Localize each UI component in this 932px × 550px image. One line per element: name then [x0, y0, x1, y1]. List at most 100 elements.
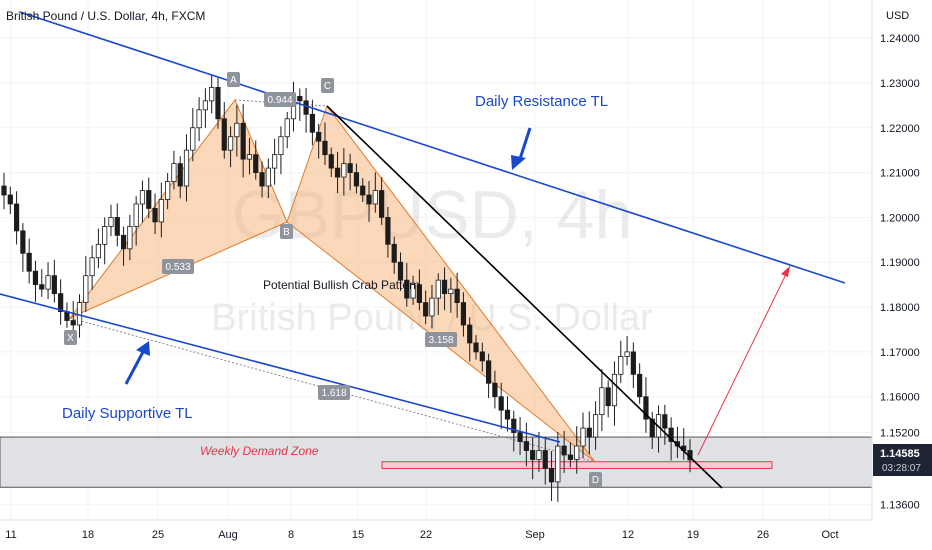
current-price-badge: 1.14585 03:28:07	[873, 444, 932, 476]
candle-body	[605, 387, 611, 407]
candle-body	[492, 382, 498, 398]
time-axis[interactable]	[0, 520, 932, 550]
price-tick-label: 1.13600	[880, 499, 920, 511]
svg-text:0.533: 0.533	[165, 262, 190, 273]
candle-body	[467, 324, 473, 344]
price-tick-label: 1.24000	[880, 33, 920, 45]
candle-body	[649, 418, 655, 438]
target-projection-line[interactable]	[697, 265, 791, 456]
point-x-label: X	[64, 330, 77, 345]
candle-body	[165, 181, 171, 200]
black-trendline[interactable]	[326, 105, 723, 489]
candle-body	[303, 100, 309, 115]
candle-body	[366, 194, 372, 205]
candle-body	[404, 279, 410, 299]
price-tick-label: 1.20000	[880, 212, 920, 224]
price-tick-label: 1.16000	[880, 392, 920, 404]
candle-body	[158, 199, 164, 223]
candle-body	[517, 432, 523, 442]
candle-body	[454, 288, 460, 303]
candle-body	[177, 163, 183, 187]
candle-body	[253, 154, 259, 173]
daily-resistance-trendline[interactable]	[19, 11, 846, 284]
candle-body	[202, 100, 208, 111]
candle-body	[555, 445, 561, 483]
time-tick-label: 11	[5, 529, 16, 541]
candle-body	[523, 441, 529, 451]
price-tick-label: 1.15200	[880, 428, 920, 440]
candle-body	[20, 230, 26, 254]
candle-body	[215, 87, 221, 120]
candle-body	[227, 136, 234, 151]
candle-body	[183, 149, 190, 187]
candle-body	[479, 351, 485, 362]
svg-text:D: D	[592, 475, 599, 486]
candle-body	[234, 122, 240, 138]
candle-body	[83, 275, 89, 303]
price-tick-label: 1.22000	[880, 123, 920, 135]
point-d-label: D	[589, 472, 602, 487]
candle-body	[209, 87, 215, 102]
candle-body	[542, 450, 548, 469]
resistance-label: Daily Resistance TL	[475, 93, 608, 110]
price-tick-label: 1.23000	[880, 78, 920, 90]
time-tick-label: 18	[82, 529, 94, 541]
candle-body	[486, 360, 492, 384]
candle-body	[410, 284, 416, 299]
candle-body	[26, 252, 32, 272]
candle-body	[630, 351, 636, 375]
time-ticks: 11 18 25 Aug 8 15 22 Sep 12 19 26 Oct	[5, 529, 838, 541]
candle-body	[611, 373, 618, 407]
candle-body	[13, 203, 20, 232]
candle-body	[662, 414, 668, 429]
candle-body	[592, 414, 599, 438]
point-b-label: B	[280, 224, 293, 239]
candle-body	[536, 450, 542, 460]
candle-body	[574, 445, 580, 460]
candle-body	[385, 217, 391, 245]
candle-body	[95, 243, 102, 259]
candle-body	[1, 185, 7, 196]
candle-body	[133, 203, 139, 227]
candle-body	[51, 275, 57, 295]
ratio-label-1618: 1.618	[318, 385, 350, 400]
candle-body	[624, 351, 630, 357]
price-tick-label: 1.21000	[880, 168, 920, 180]
candle-body	[599, 387, 605, 416]
support-label: Daily Supportive TL	[62, 405, 193, 422]
candle-body	[460, 302, 467, 326]
svg-text:X: X	[67, 333, 74, 344]
candle-body	[448, 288, 454, 295]
price-tick-label: 1.17000	[880, 347, 920, 359]
candle-body	[309, 113, 315, 133]
candle-body	[341, 163, 347, 178]
candle-body	[586, 427, 592, 438]
candle-body	[423, 302, 429, 317]
candle-body	[435, 279, 441, 299]
candle-body	[221, 118, 227, 151]
time-tick-label: Sep	[525, 529, 545, 541]
candle-body	[441, 279, 448, 295]
currency-label: USD	[886, 10, 909, 22]
svg-text:A: A	[230, 75, 237, 86]
time-tick-label: 22	[420, 529, 432, 541]
candle-body	[127, 225, 133, 250]
candle-body	[498, 396, 504, 411]
candle-body	[108, 217, 114, 227]
candle-body	[334, 167, 341, 178]
price-ticks: 1.24000 1.23000 1.22000 1.21000 1.20000 1.190…	[880, 33, 920, 511]
candle-body	[146, 190, 152, 209]
daily-support-trendline[interactable]	[0, 293, 561, 443]
candle-body	[259, 172, 265, 187]
candle-body	[643, 396, 649, 420]
time-tick-label: 8	[288, 529, 294, 541]
candle-body	[353, 172, 360, 187]
candle-body	[102, 225, 108, 245]
ratio-label-0533: 0.533	[162, 259, 194, 274]
candle-body	[530, 450, 536, 460]
candle-body	[114, 217, 120, 236]
candle-body	[284, 118, 290, 138]
candle-body	[246, 154, 253, 160]
candle-body	[416, 284, 422, 303]
